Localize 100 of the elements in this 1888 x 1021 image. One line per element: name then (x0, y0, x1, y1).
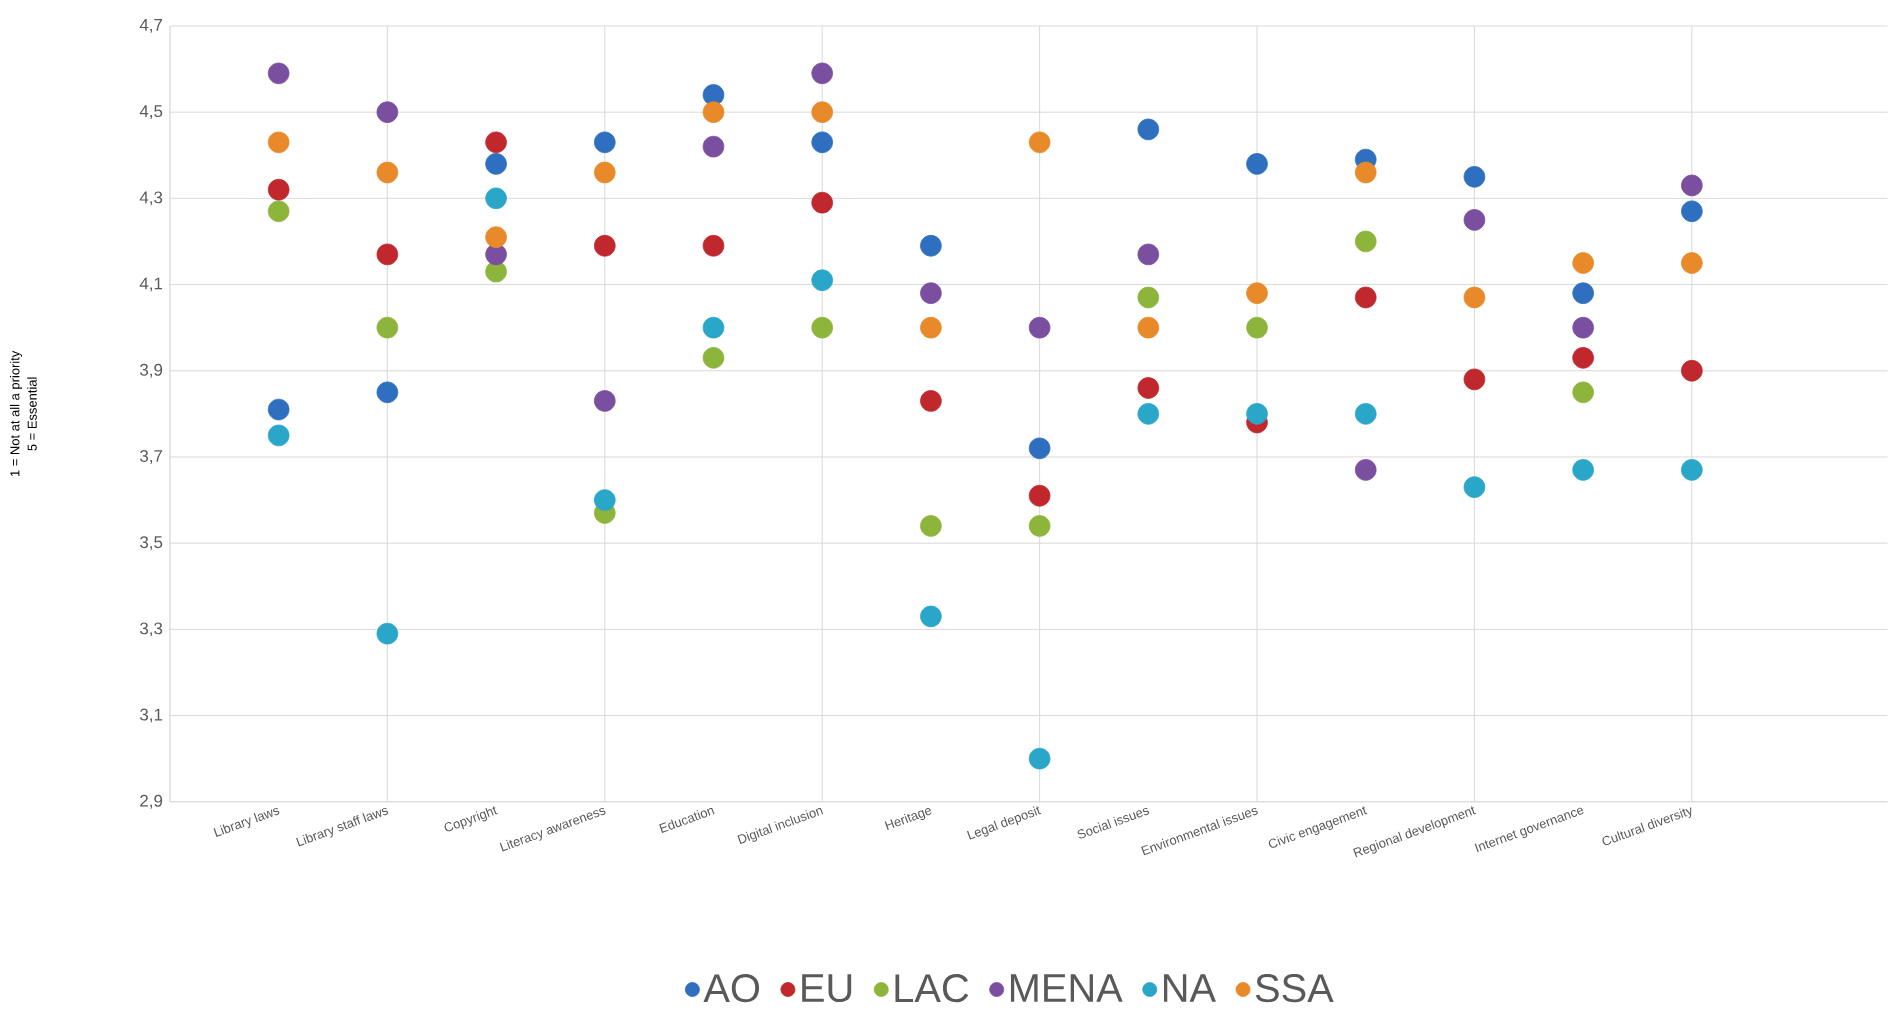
point (811, 269, 833, 292)
point (811, 62, 833, 85)
point (267, 62, 290, 85)
x-tick-label: Legal deposit (966, 806, 1042, 840)
point (593, 235, 616, 257)
point (485, 226, 507, 249)
point (1028, 515, 1051, 537)
y-tick-label: 4,3 (139, 191, 163, 206)
point (1463, 368, 1486, 391)
point (267, 424, 290, 447)
point (1681, 174, 1703, 197)
point (920, 317, 942, 339)
point (811, 192, 833, 214)
point (1354, 403, 1377, 425)
point (1463, 286, 1486, 309)
point (485, 187, 507, 210)
y-tick-label: 3,1 (140, 708, 163, 723)
point (1572, 252, 1594, 274)
point (920, 605, 942, 628)
point (485, 243, 507, 266)
point (1028, 485, 1051, 507)
point (485, 153, 507, 175)
text: 5 = Essential (27, 377, 37, 451)
point (920, 515, 942, 537)
point (593, 131, 616, 154)
point (485, 131, 507, 154)
point (1354, 286, 1377, 309)
point (1681, 360, 1703, 382)
point (485, 260, 507, 283)
legend-label: MENA (1010, 974, 1123, 1002)
x-tick-label: Heritage (884, 808, 932, 831)
point (811, 101, 833, 124)
point (1246, 403, 1268, 425)
point (1681, 459, 1703, 481)
point (811, 131, 833, 154)
point (376, 101, 399, 124)
y-tick-label: 3,5 (140, 536, 163, 551)
point (1681, 252, 1703, 274)
point (1246, 153, 1268, 175)
point (1137, 286, 1160, 309)
point (702, 135, 725, 158)
point (1246, 317, 1268, 339)
point (376, 381, 399, 404)
y-tick-label: 2,9 (140, 794, 163, 809)
legend-label: AO (703, 974, 760, 1003)
point (811, 317, 833, 339)
point (267, 398, 290, 421)
point (702, 347, 725, 369)
point (1028, 131, 1051, 154)
point (702, 84, 725, 106)
point (1463, 209, 1486, 231)
legend-label: NA (1164, 974, 1216, 1002)
point (1354, 459, 1377, 481)
point (1572, 282, 1594, 305)
point (1463, 476, 1486, 499)
point (1137, 403, 1160, 425)
y-tick-label: 4,5 (139, 105, 163, 120)
point (1137, 118, 1160, 141)
point (593, 390, 616, 412)
point (1572, 459, 1594, 481)
legend-label: EU (802, 974, 852, 1003)
point (267, 179, 290, 201)
point (920, 282, 942, 305)
x-tick-label: Library staff laws (296, 808, 389, 847)
point (920, 235, 942, 257)
y-tick-label: 3,9 (140, 363, 163, 378)
point (1028, 748, 1051, 770)
point (1028, 317, 1051, 339)
legend-label: LAC (895, 974, 969, 1003)
point (593, 161, 616, 184)
point (702, 317, 725, 339)
point (1463, 166, 1486, 188)
point (1572, 347, 1594, 369)
point (1137, 317, 1160, 339)
point (376, 161, 399, 184)
point (593, 489, 616, 511)
point (376, 623, 399, 645)
point (1572, 381, 1594, 404)
point (1246, 282, 1268, 305)
point (920, 390, 942, 412)
x-tick-label: Library laws (213, 808, 280, 838)
legend-label: SSA (1255, 974, 1334, 1003)
y-tick-label: 4,7 (139, 19, 163, 33)
point (702, 101, 725, 124)
point (1354, 161, 1377, 184)
point (1028, 437, 1051, 460)
y-tick-label: 3,3 (140, 622, 163, 637)
y-tick-label: 4,1 (139, 277, 163, 292)
point (1572, 317, 1594, 339)
point (376, 317, 399, 339)
point (376, 243, 399, 266)
text: 1 = Not at all a priority (9, 350, 23, 477)
y-tick-label: 3,7 (140, 450, 163, 465)
point (1137, 243, 1160, 266)
point (702, 235, 725, 257)
point (267, 200, 290, 223)
point (1137, 377, 1160, 399)
point (1681, 200, 1703, 223)
point (267, 131, 290, 154)
point (1354, 230, 1377, 253)
